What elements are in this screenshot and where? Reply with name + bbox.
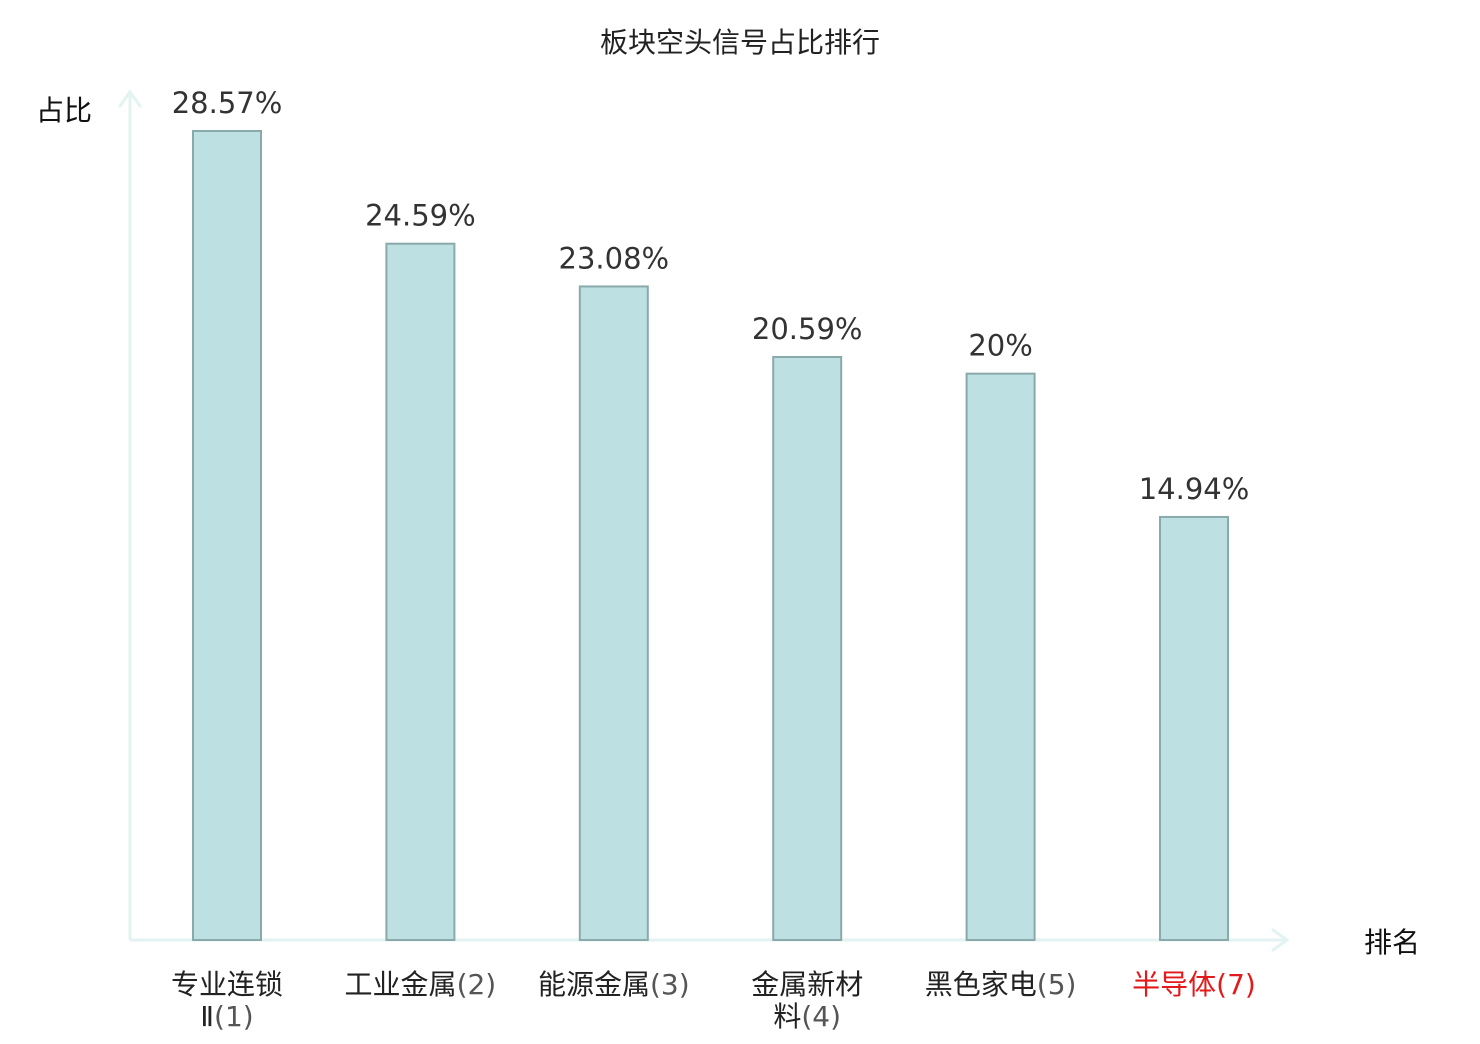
data-label: 24.59%	[365, 199, 476, 233]
x-tick-label: 能源金属(3)	[538, 968, 690, 1001]
x-tick-label-name: Ⅱ	[200, 1000, 214, 1033]
x-tick-label-name: 黑色家电	[925, 968, 1037, 1001]
x-axis: 排名	[130, 926, 1420, 959]
x-tick-label-rank: (7)	[1216, 968, 1256, 1001]
data-label: 23.08%	[559, 241, 670, 275]
x-tick-label: 专业连锁 Ⅱ(1)	[171, 968, 283, 1033]
bar	[772, 355, 843, 941]
bar	[965, 372, 1036, 941]
x-tick-label-rank: (2)	[457, 968, 497, 1001]
x-tick-label-name: 能源金属	[538, 968, 650, 1001]
x-tick-label: 工业金属(2)	[345, 968, 497, 1001]
data-label: 28.57%	[172, 86, 283, 120]
chart-title: 板块空头信号占比排行	[600, 26, 880, 59]
x-tick-label-name: 专业连锁	[171, 968, 283, 1001]
y-axis: 占比	[36, 89, 142, 940]
x-tick-label-name: 料	[773, 1000, 801, 1033]
x-tick-label-name: 工业金属	[345, 968, 457, 1001]
y-axis-arrow-icon	[118, 89, 142, 108]
data-label: 14.94%	[1139, 472, 1250, 506]
x-tick-label: 金属新材料(4)	[751, 968, 863, 1033]
bar	[1159, 515, 1229, 941]
x-tick-label-name: 金属新材	[751, 968, 863, 1001]
bar-series	[192, 130, 1229, 941]
x-tick-label-name: 半导体	[1132, 968, 1216, 1001]
x-tick-label-rank: (1)	[214, 1000, 254, 1033]
x-tick-label: 黑色家电(5)	[925, 968, 1077, 1001]
x-tick-label-highlighted: 半导体(7)	[1132, 968, 1256, 1001]
x-tick-label-rank: (4)	[801, 1000, 841, 1033]
x-axis-label: 排名	[1364, 926, 1420, 959]
bar	[385, 242, 456, 941]
y-axis-label: 占比	[36, 94, 92, 127]
value-labels: 28.57% 24.59% 23.08% 20.59% 20% 14.94%	[172, 86, 1250, 506]
x-tick-label-rank: (5)	[1037, 968, 1077, 1001]
data-label: 20.59%	[752, 312, 863, 346]
category-labels: 专业连锁 Ⅱ(1) 工业金属(2) 能源金属(3) 金属新材料(4) 黑色家电(5) 半导体…	[171, 968, 1256, 1033]
x-tick-label-rank: (3)	[650, 968, 690, 1001]
bar	[192, 130, 262, 941]
bar	[578, 285, 649, 941]
x-axis-arrow-icon	[1271, 928, 1290, 952]
data-label: 20%	[968, 329, 1032, 363]
